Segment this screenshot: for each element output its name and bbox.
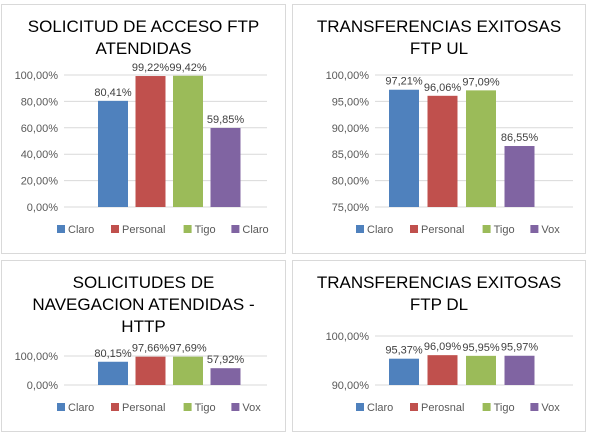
chart-panel-ftp-access: SOLICITUD DE ACCESO FTP ATENDIDAS 0,00% 2… [1,4,286,254]
y-tick-label: 95,00% [332,96,370,108]
y-tick-label: 100,00% [15,70,59,82]
bar [98,100,128,207]
data-label: 80,41% [94,87,132,99]
data-label: 99,42% [169,62,207,74]
data-label: 57,92% [207,354,245,366]
bar [98,361,128,385]
legend-swatch [57,403,65,411]
chart-svg: 0,00% 100,00% 80,15% 97,66% 97,69%57,92% Clar… [15,343,267,414]
y-tick-label: 80,00% [332,176,370,188]
legend: Claro Personal Tigo Claro [57,224,269,236]
legend-swatch [231,403,240,411]
chart-panel-ftp-ul: TRANSFERENCIAS EXITOSAS FTP UL 75,00% 80,… [292,4,586,254]
legend-label: Tigo [494,402,515,414]
chart-title: SOLICITUD DE ACCESO FTP ATENDIDAS [27,17,260,58]
bar [504,146,535,207]
legend-swatch [183,403,192,411]
y-tick-label: 40,00% [21,149,59,161]
legend-label: Perosnal [421,402,464,414]
legend-label: Claro [242,224,268,236]
bar [427,355,458,385]
data-label: 95,37% [385,345,423,357]
legend: Claro Personal Tigo Vox [57,402,261,414]
legend-label: Vox [541,224,560,236]
data-label: 95,95% [462,342,500,354]
legend-label: Tigo [195,224,216,236]
y-tick-label: 0,00% [27,202,58,214]
legend-swatch [410,403,418,411]
legend-label: Vox [541,402,560,414]
bar [135,356,166,385]
chart-panel-ftp-dl: TRANSFERENCIAS EXITOSAS FTP DL 90,00% 100… [292,260,586,432]
bar [389,89,419,207]
data-label: 96,06% [424,82,462,94]
data-label: 59,85% [207,114,245,126]
legend-swatch [482,403,491,411]
legend-swatch [57,225,65,233]
y-tick-label: 20,00% [21,176,59,188]
bar [173,75,203,208]
chart-panel-http: SOLICITUDES DE NAVEGACION ATENDIDAS - HT… [1,260,286,432]
legend-swatch [356,403,364,411]
legend: Claro Perosnal Tigo Vox [356,402,560,414]
legend-label: Personal [421,224,464,236]
legend-label: Claro [68,224,94,236]
legend-label: Claro [367,402,393,414]
bar [135,76,166,207]
legend-swatch [482,225,491,233]
legend-label: Tigo [195,402,216,414]
chart-title: SOLICITUDES DE NAVEGACION ATENDIDAS - HT… [32,273,255,336]
data-label: 96,09% [424,341,462,353]
y-tick-label: 100,00% [15,351,59,363]
data-label: 97,69% [169,343,207,355]
bar [466,355,496,385]
legend-label: Personal [122,224,165,236]
bar [210,127,241,207]
data-label: 86,55% [501,132,539,144]
legend-label: Tigo [494,224,515,236]
legend-label: Vox [242,402,261,414]
y-tick-label: 90,00% [332,380,370,392]
y-tick-label: 0,00% [27,380,58,392]
data-label: 95,97% [501,342,539,354]
legend-label: Claro [367,224,393,236]
legend-swatch [410,225,418,233]
bar [466,90,496,207]
bar [504,355,535,385]
legend-swatch [356,225,364,233]
y-tick-label: 60,00% [21,123,59,135]
y-tick-label: 100,00% [326,331,370,343]
legend-swatch [183,225,192,233]
data-label: 80,15% [94,348,132,360]
legend-swatch [231,225,240,233]
legend-swatch [530,225,539,233]
data-label: 97,09% [462,76,500,88]
legend-label: Personal [122,402,165,414]
chart-svg: 0,00% 20,00% 40,00% 60,00% 80,00% 100,00% 80,4… [15,62,269,236]
chart-title: TRANSFERENCIAS EXITOSAS FTP DL [316,273,562,314]
legend-swatch [111,403,119,411]
chart-title: TRANSFERENCIAS EXITOSAS FTP UL [316,17,562,58]
data-label: 97,21% [385,76,423,88]
chart-svg: 90,00% 100,00% 95,37% 96,09% 95,95% 95,97% Cla… [326,331,573,414]
bar [389,358,419,385]
y-tick-label: 75,00% [332,202,370,214]
y-tick-label: 90,00% [332,123,370,135]
data-label: 99,22% [132,62,170,74]
y-tick-label: 85,00% [332,149,370,161]
data-label: 97,66% [132,343,170,355]
chart-svg: 75,00% 80,00% 85,00% 90,00% 95,00% 100,00% 97,… [326,70,573,236]
legend-label: Claro [68,402,94,414]
legend: Claro Personal Tigo Vox [356,224,560,236]
y-tick-label: 80,00% [21,96,59,108]
bar [210,368,241,385]
legend-swatch [111,225,119,233]
bar [427,95,458,207]
bar [173,356,203,385]
legend-swatch [530,403,539,411]
y-tick-label: 100,00% [326,70,370,82]
